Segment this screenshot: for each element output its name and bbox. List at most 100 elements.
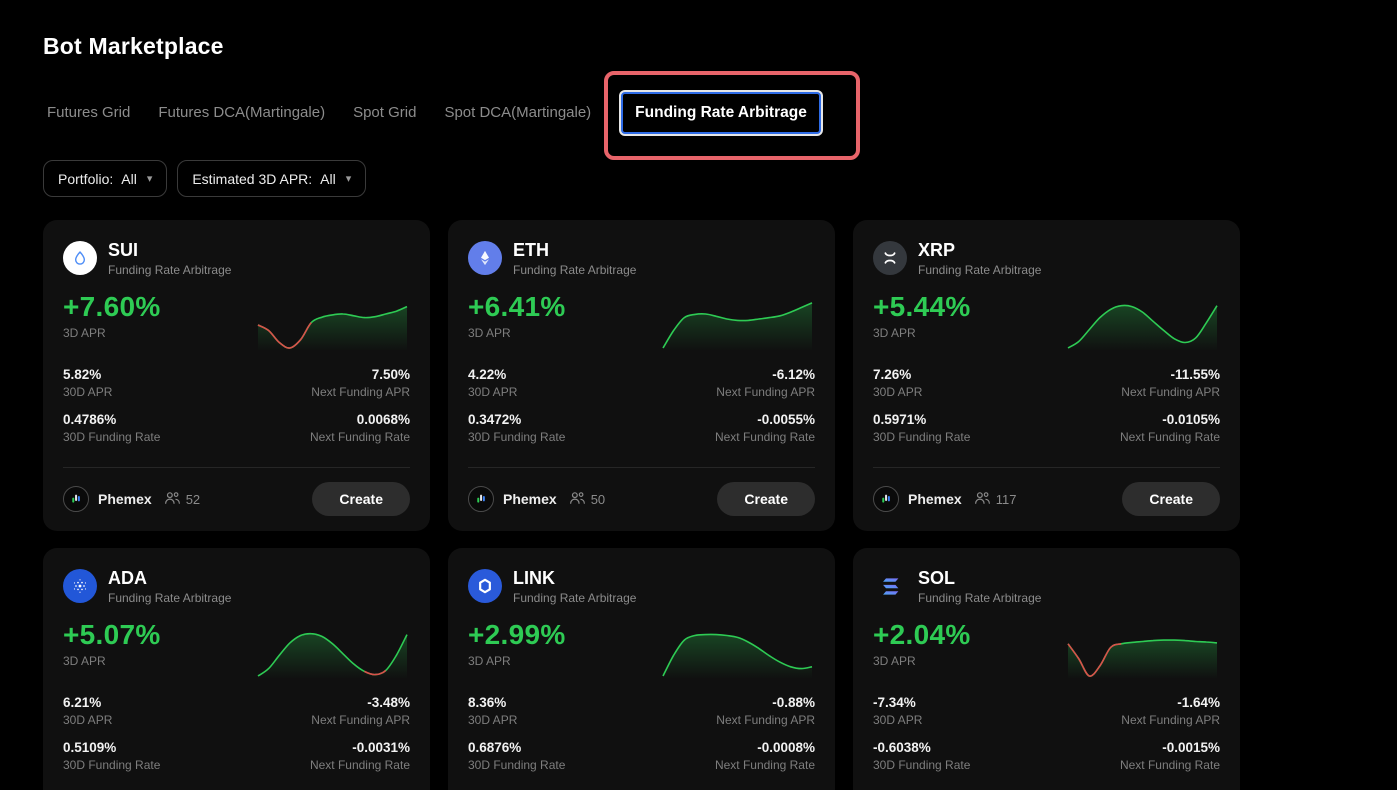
- coin-strategy: Funding Rate Arbitrage: [918, 262, 1042, 277]
- next-funding-apr-label: Next Funding APR: [1121, 384, 1220, 399]
- next-funding-apr-label: Next Funding APR: [311, 712, 410, 727]
- users-icon: [569, 491, 586, 508]
- phemex-logo-icon: [63, 486, 89, 512]
- create-button[interactable]: Create: [717, 482, 815, 516]
- next-funding-rate-label: Next Funding Rate: [714, 429, 815, 444]
- coin-symbol: ADA: [108, 568, 147, 588]
- apr-30d-value: -7.34%: [873, 694, 916, 710]
- page-title: Bot Marketplace: [43, 33, 224, 59]
- coin-strategy: Funding Rate Arbitrage: [108, 262, 232, 277]
- next-funding-apr-value: -11.55%: [1170, 366, 1220, 382]
- funding-rate-30d-value: 0.5109%: [63, 739, 117, 755]
- users-count: 52: [185, 491, 201, 507]
- bot-card-ada: ADA Funding Rate Arbitrage +5.07% 3D APR…: [43, 548, 430, 790]
- next-funding-apr-label: Next Funding APR: [716, 712, 815, 727]
- coin-symbol: SUI: [108, 240, 139, 260]
- apr-3d-label: 3D APR: [63, 653, 106, 668]
- apr-30d-label: 30D APR: [63, 384, 113, 399]
- funding-rate-30d-value: 0.4786%: [63, 411, 117, 427]
- coin-strategy: Funding Rate Arbitrage: [513, 262, 637, 277]
- card-footer: Phemex 117 Create: [873, 481, 1220, 517]
- tab-futures-grid[interactable]: Futures Grid: [47, 104, 131, 121]
- coin-strategy: Funding Rate Arbitrage: [918, 590, 1042, 605]
- apr-30d-label: 30D APR: [468, 384, 518, 399]
- bot-card-link: LINK Funding Rate Arbitrage +2.99% 3D AP…: [448, 548, 835, 790]
- next-funding-apr-value: -1.64%: [1177, 694, 1220, 710]
- funding-rate-30d-value: 0.6876%: [468, 739, 522, 755]
- sui-icon: [63, 241, 97, 276]
- coin-symbol: XRP: [918, 240, 956, 260]
- next-funding-rate-value: -0.0105%: [1162, 411, 1220, 427]
- next-funding-rate-label: Next Funding Rate: [1119, 429, 1220, 444]
- estimated-apr-filter-label: Estimated 3D APR:: [192, 170, 313, 187]
- estimated-apr-filter[interactable]: Estimated 3D APR: All ▾: [177, 160, 367, 197]
- apr-30d-label: 30D APR: [873, 712, 923, 727]
- filters-row: Portfolio: All ▾ Estimated 3D APR: All ▾: [43, 160, 1397, 197]
- apr-row: +7.60% 3D APR: [63, 291, 410, 351]
- apr-30d-value: 8.36%: [468, 694, 507, 710]
- exchange-name: Phemex: [503, 491, 557, 507]
- tab-spot-dca-martingale[interactable]: Spot DCA(Martingale): [444, 104, 592, 121]
- estimated-apr-filter-value: All: [320, 170, 336, 187]
- portfolio-filter-label: Portfolio:: [58, 170, 114, 187]
- apr-30d-label: 30D APR: [468, 712, 518, 727]
- apr-3d-value: +7.60%: [63, 290, 161, 322]
- apr-row: +5.07% 3D APR: [63, 619, 410, 679]
- apr-3d-value: +6.41%: [468, 290, 566, 322]
- divider: [873, 467, 1220, 468]
- apr-row: +6.41% 3D APR: [468, 291, 815, 351]
- funding-rate-30d-label: 30D Funding Rate: [63, 757, 161, 772]
- apr-3d-label: 3D APR: [468, 653, 511, 668]
- phemex-logo-icon: [468, 486, 494, 512]
- active-tab-wrap: Funding Rate Arbitrage: [604, 70, 861, 160]
- card-footer: Phemex 50 Create: [468, 481, 815, 517]
- card-header: ADA Funding Rate Arbitrage: [63, 568, 410, 605]
- funding-rate-30d-label: 30D Funding Rate: [468, 757, 566, 772]
- tab-spot-grid[interactable]: Spot Grid: [353, 104, 417, 121]
- apr-30d-value: 4.22%: [468, 366, 507, 382]
- create-button[interactable]: Create: [312, 482, 410, 516]
- xrp-icon: [873, 241, 907, 276]
- funding-rate-30d-value: -0.6038%: [873, 739, 931, 755]
- ada-icon: [63, 569, 97, 604]
- sparkline-chart: [1067, 638, 1218, 679]
- portfolio-filter[interactable]: Portfolio: All ▾: [43, 160, 168, 197]
- sol-icon: [873, 569, 907, 603]
- card-stats: 8.36% 30D APR -0.88% Next Funding APR 0.…: [468, 695, 815, 772]
- apr-3d-value: +5.44%: [873, 290, 971, 322]
- create-button[interactable]: Create: [1122, 482, 1220, 516]
- apr-30d-value: 5.82%: [63, 366, 102, 382]
- sparkline-chart: [257, 305, 408, 351]
- users-count: 117: [995, 491, 1017, 507]
- next-funding-rate-label: Next Funding Rate: [309, 429, 410, 444]
- card-stats: 5.82% 30D APR 7.50% Next Funding APR 0.4…: [63, 367, 410, 444]
- card-stats: 6.21% 30D APR -3.48% Next Funding APR 0.…: [63, 695, 410, 772]
- card-header: ETH Funding Rate Arbitrage: [468, 240, 815, 277]
- link-icon: [468, 569, 502, 604]
- card-stats: 7.26% 30D APR -11.55% Next Funding APR 0…: [873, 367, 1220, 444]
- coin-symbol: ETH: [513, 240, 549, 260]
- bot-card-eth: ETH Funding Rate Arbitrage +6.41% 3D APR…: [448, 220, 835, 531]
- funding-rate-30d-value: 0.3472%: [468, 411, 522, 427]
- tab-funding-rate-arbitrage[interactable]: Funding Rate Arbitrage: [621, 91, 821, 134]
- eth-icon: [468, 241, 502, 276]
- apr-3d-value: +2.99%: [468, 618, 566, 650]
- next-funding-rate-label: Next Funding Rate: [1119, 757, 1220, 772]
- funding-rate-30d-label: 30D Funding Rate: [873, 429, 971, 444]
- card-footer: Phemex 52 Create: [63, 481, 410, 517]
- next-funding-rate-label: Next Funding Rate: [714, 757, 815, 772]
- apr-30d-label: 30D APR: [63, 712, 113, 727]
- apr-3d-label: 3D APR: [873, 653, 916, 668]
- card-header: XRP Funding Rate Arbitrage: [873, 240, 1220, 277]
- bot-card-sol: SOL Funding Rate Arbitrage +2.04% 3D APR…: [853, 548, 1240, 790]
- users-icon: [974, 491, 991, 508]
- apr-3d-value: +5.07%: [63, 618, 161, 650]
- tab-futures-dca-martingale[interactable]: Futures DCA(Martingale): [158, 104, 326, 121]
- next-funding-apr-value: -3.48%: [367, 694, 410, 710]
- next-funding-apr-value: -6.12%: [772, 366, 815, 382]
- card-stats: 4.22% 30D APR -6.12% Next Funding APR 0.…: [468, 367, 815, 444]
- bot-card-xrp: XRP Funding Rate Arbitrage +5.44% 3D APR…: [853, 220, 1240, 531]
- funding-rate-30d-label: 30D Funding Rate: [873, 757, 971, 772]
- chevron-down-icon: ▾: [345, 173, 352, 185]
- divider: [468, 467, 815, 468]
